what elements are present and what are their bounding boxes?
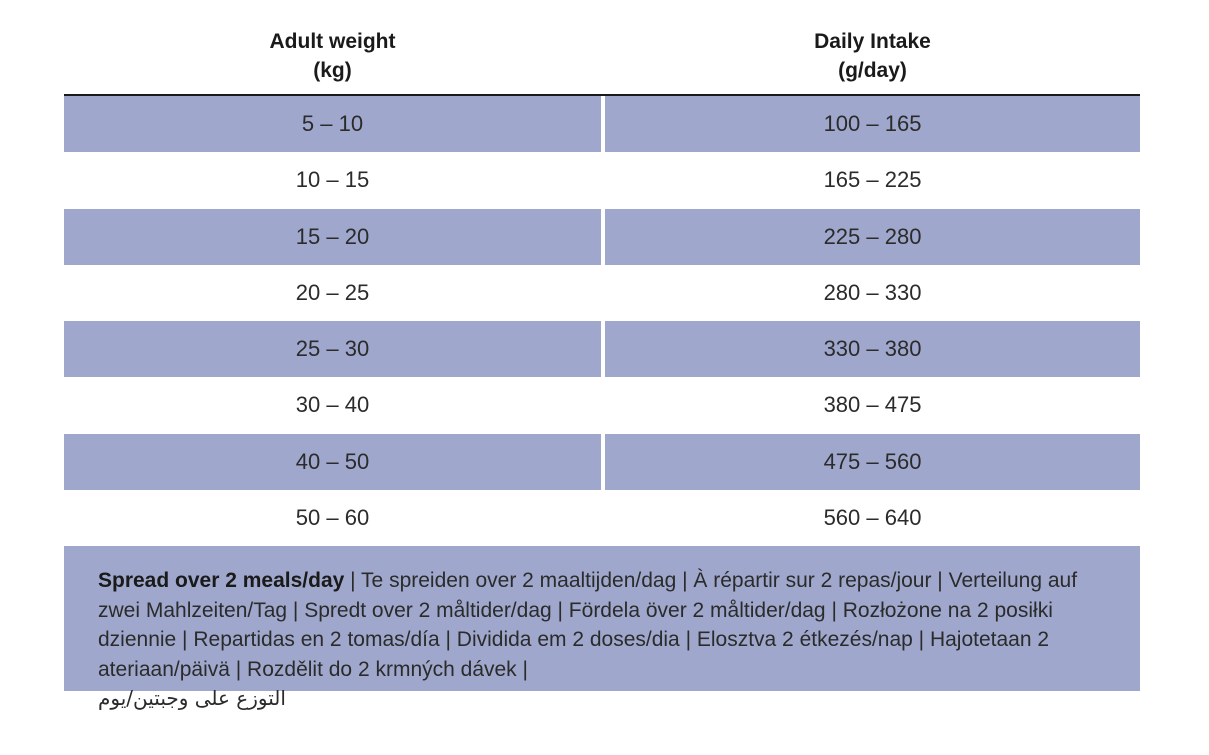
intake-cell: 380 – 475 [823, 392, 922, 418]
header-weight-line1: Adult weight [269, 30, 396, 53]
header-weight-line2: (kg) [313, 59, 352, 82]
meals-note-arabic: التوزع على وجبتين/يوم [98, 686, 286, 710]
meals-note-text: | Te spreiden over 2 maaltijden/dag | À … [98, 569, 1078, 681]
weight-cell: 10 – 15 [295, 167, 370, 193]
header-adult-weight: Adult weight (kg) [64, 18, 601, 94]
table-row: 10 – 15 165 – 225 [64, 152, 1140, 208]
weight-cell: 50 – 60 [295, 504, 370, 530]
header-intake-line2: (g/day) [838, 59, 907, 82]
meals-note: Spread over 2 meals/day | Te spreiden ov… [64, 546, 1140, 710]
intake-cell: 560 – 640 [823, 504, 922, 530]
weight-cell: 20 – 25 [295, 279, 370, 305]
header-intake-line1: Daily Intake [814, 30, 931, 53]
weight-cell: 40 – 50 [64, 433, 601, 490]
intake-cell: 100 – 165 [605, 96, 1140, 153]
intake-cell: 475 – 560 [605, 433, 1140, 490]
weight-cell: 5 – 10 [64, 96, 601, 153]
meals-note-bold: Spread over 2 meals/day [98, 569, 345, 592]
weight-cell: 25 – 30 [64, 321, 601, 378]
feeding-table: Adult weight (kg) Daily Intake (g/day) 5… [64, 18, 1140, 710]
table-body: 5 – 10 100 – 165 10 – 15 165 – 225 15 – … [64, 96, 1140, 546]
weight-cell: 30 – 40 [295, 392, 370, 418]
table-row: 20 – 25 280 – 330 [64, 265, 1140, 321]
intake-cell: 330 – 380 [605, 321, 1140, 378]
table-row: 25 – 30 330 – 380 [64, 321, 1140, 378]
table-row: 30 – 40 380 – 475 [64, 377, 1140, 433]
weight-cell: 15 – 20 [64, 208, 601, 265]
intake-cell: 280 – 330 [823, 279, 922, 305]
table-row: 15 – 20 225 – 280 [64, 208, 1140, 265]
table-row: 50 – 60 560 – 640 [64, 490, 1140, 546]
table-header: Adult weight (kg) Daily Intake (g/day) [64, 18, 1140, 96]
intake-cell: 225 – 280 [605, 208, 1140, 265]
header-daily-intake: Daily Intake (g/day) [605, 18, 1140, 94]
table-row: 5 – 10 100 – 165 [64, 96, 1140, 153]
table-row: 40 – 50 475 – 560 [64, 433, 1140, 490]
intake-cell: 165 – 225 [823, 167, 922, 193]
